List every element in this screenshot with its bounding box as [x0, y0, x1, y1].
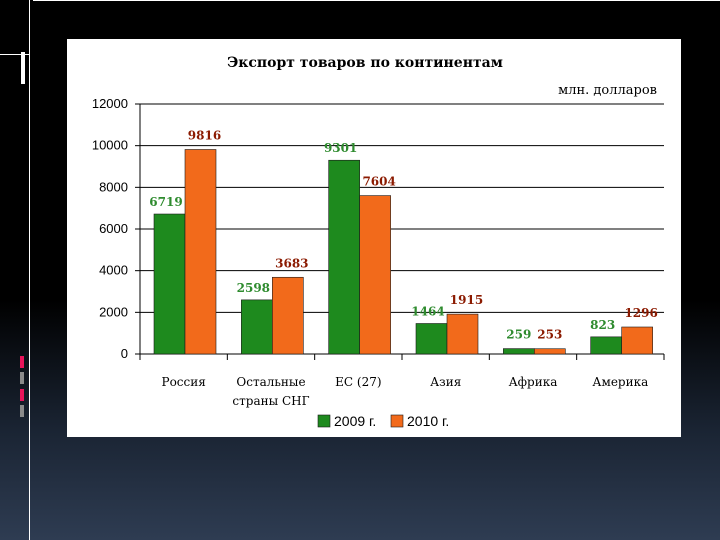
ytick-label-10000: 10000 [92, 138, 128, 153]
data-label-2010-1: 3683 [275, 256, 308, 270]
slide-corner-mark-vertical [21, 52, 25, 84]
data-label-2010-2: 7604 [362, 175, 395, 189]
legend-label-2010: 2010 г. [407, 413, 449, 429]
data-label-2009-5: 823 [590, 318, 615, 332]
data-label-2010-3: 1915 [450, 293, 483, 307]
ytick-label-0: 0 [121, 346, 128, 361]
bar-2010-3 [446, 313, 479, 355]
bar-2010-1 [272, 276, 304, 355]
data-label-2009-2: 9301 [324, 141, 357, 155]
slide-corner-mark-horizontal [0, 54, 30, 55]
bar-2009-1 [241, 299, 273, 355]
bar-2010-5 [621, 326, 653, 355]
side-accent-red-2 [20, 389, 24, 401]
ytick-label-8000: 8000 [99, 179, 128, 194]
ytick-label-2000: 2000 [99, 304, 128, 319]
data-label-2010-5: 1296 [624, 306, 657, 320]
xtick-label-1-line0: Остальные [236, 375, 305, 389]
chart-panel: Экспорт товаров по континентам млн. долл… [67, 39, 681, 437]
side-accent-gray-1 [20, 372, 24, 384]
data-label-2009-3: 1464 [411, 305, 444, 319]
xtick-label-1-line1: страны СНГ [232, 394, 309, 408]
ytick-label-12000: 12000 [92, 96, 128, 111]
xtick-label-3: Азия [430, 375, 461, 389]
slide-left-rule [29, 0, 30, 540]
unit-label: млн. долларов [558, 83, 657, 98]
bar-2009-4 [503, 348, 535, 355]
ytick-label-4000: 4000 [99, 263, 128, 278]
bar-2010-2 [359, 195, 391, 355]
xtick-label-5: Америка [592, 375, 648, 389]
bar-2010-0 [184, 149, 217, 355]
data-label-2009-0: 6719 [149, 195, 182, 209]
side-accent-gray-2 [20, 405, 24, 417]
export-bar-chart: Экспорт товаров по континентам млн. долл… [92, 55, 665, 429]
xtick-label-4: Африка [509, 375, 558, 389]
side-accent-red-1 [20, 356, 24, 368]
slide-top-rule [33, 0, 720, 1]
bar-2009-2 [328, 159, 360, 355]
data-label-2010-4: 253 [537, 328, 562, 342]
data-label-2009-1: 2598 [237, 281, 270, 295]
legend-swatch-2010 [390, 414, 404, 428]
legend-label-2009: 2009 г. [334, 413, 376, 429]
legend-swatch-2009 [317, 414, 331, 428]
bar-2010-4 [534, 348, 566, 355]
bar-2009-5 [590, 336, 622, 355]
data-label-2009-4: 259 [506, 328, 531, 342]
bar-2009-3 [415, 323, 448, 355]
ytick-label-6000: 6000 [99, 221, 128, 236]
xtick-label-0: Россия [162, 375, 206, 389]
bar-2009-0 [153, 213, 186, 355]
xtick-label-2: ЕС (27) [335, 375, 381, 389]
chart-title: Экспорт товаров по континентам [227, 55, 503, 71]
data-label-2010-0: 9816 [188, 129, 221, 143]
